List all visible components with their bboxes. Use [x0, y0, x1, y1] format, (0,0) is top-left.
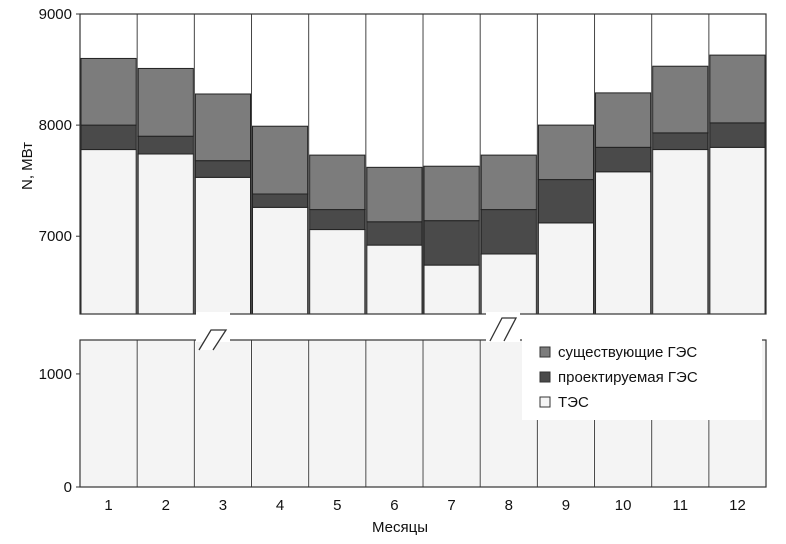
bar-segment-projected: [652, 132, 709, 151]
bar-segment-tes: [194, 176, 252, 315]
bar-segment-projected: [709, 122, 766, 148]
bar-segment-tes: [537, 222, 595, 315]
bar-segment-existing: [252, 125, 309, 195]
x-tick-label: 9: [562, 497, 570, 514]
x-tick-label: 11: [672, 497, 688, 514]
axis-break-mark: [196, 312, 230, 351]
bar-segment-tes: [652, 149, 709, 315]
lower-plot-frame: [79, 339, 767, 488]
legend-label-tes: ТЭС: [558, 394, 589, 411]
y-axis-title: N, МВт: [19, 142, 36, 190]
x-tick-label: 10: [615, 497, 632, 514]
y-tick-label: 0: [64, 479, 72, 496]
y-tick-label: 9000: [39, 6, 72, 23]
bar-segment-tes: [252, 206, 309, 315]
bar-segment-existing: [366, 166, 423, 223]
bar-base-tes: [252, 340, 308, 487]
y-tick-label: 7000: [39, 228, 72, 245]
x-tick-label: 8: [505, 497, 513, 514]
bar-segment-tes: [595, 171, 652, 315]
bar-segment-projected: [194, 160, 252, 178]
bar-segment-tes: [366, 244, 423, 315]
bar-segment-projected: [137, 135, 194, 155]
legend: существующие ГЭС проектируемая ГЭС ТЭС: [522, 338, 762, 420]
x-tick-label: 6: [390, 497, 398, 514]
legend-label-existing: существующие ГЭС: [558, 344, 697, 361]
x-tick-label: 3: [219, 497, 227, 514]
x-axis-title: Месяцы: [372, 519, 428, 536]
x-tick-label: 5: [333, 497, 341, 514]
legend-swatch-existing: [539, 346, 551, 358]
bar-segment-projected: [252, 193, 309, 208]
x-tick-labels: 1 2 3 4 5 6 7 8 9 10 11 12: [104, 497, 745, 514]
axis-break-mark: [486, 312, 520, 342]
upper-plot-frame: [79, 13, 767, 315]
bar-segment-tes: [137, 153, 194, 315]
bar-segment-existing: [709, 54, 766, 124]
x-tick-label: 1: [104, 497, 112, 514]
bar-segment-tes: [480, 253, 537, 315]
bar-base-tes: [138, 340, 194, 487]
bar-segment-projected: [423, 220, 480, 266]
bar-segment-projected: [366, 221, 423, 246]
bar-segment-tes: [80, 149, 137, 315]
bar-segment-tes: [423, 264, 480, 315]
bar-segment-existing: [480, 154, 537, 211]
x-tick-label: 4: [276, 497, 284, 514]
bar-base-tes: [81, 340, 137, 487]
bar-segment-projected: [537, 179, 595, 224]
bar-segment-existing: [423, 165, 480, 222]
bar-segment-projected: [80, 124, 137, 151]
x-tick-label: 2: [162, 497, 170, 514]
bar-base-tes: [424, 340, 480, 487]
bar-base-tes: [195, 340, 251, 487]
bar-segment-existing: [194, 93, 252, 162]
bar-segment-projected: [480, 209, 537, 255]
bar-base-tes: [366, 340, 423, 487]
legend-swatch-projected: [539, 371, 551, 383]
bar-segment-tes: [709, 146, 766, 315]
bar-segment-existing: [652, 65, 709, 134]
y-tick-label: 8000: [39, 117, 72, 134]
bar-segment-existing: [537, 124, 595, 181]
bar-segment-tes: [309, 229, 366, 315]
bar-segment-projected: [309, 209, 366, 231]
bar-segment-existing: [80, 57, 137, 126]
x-tick-label: 7: [447, 497, 455, 514]
y-tick-labels: 7000 8000 9000 0 1000: [39, 6, 80, 496]
bar-base-tes: [309, 340, 365, 487]
bar-segment-existing: [595, 92, 652, 148]
lower-bars: [81, 340, 766, 487]
bar-segment-existing: [137, 67, 194, 137]
upper-bars: [80, 54, 766, 315]
bar-segment-existing: [309, 154, 366, 211]
y-tick-label: 1000: [39, 366, 72, 383]
bar-segment-projected: [595, 146, 652, 173]
x-tick-label: 12: [729, 497, 746, 514]
legend-swatch-tes: [539, 396, 551, 408]
legend-label-projected: проектируемая ГЭС: [558, 369, 698, 386]
